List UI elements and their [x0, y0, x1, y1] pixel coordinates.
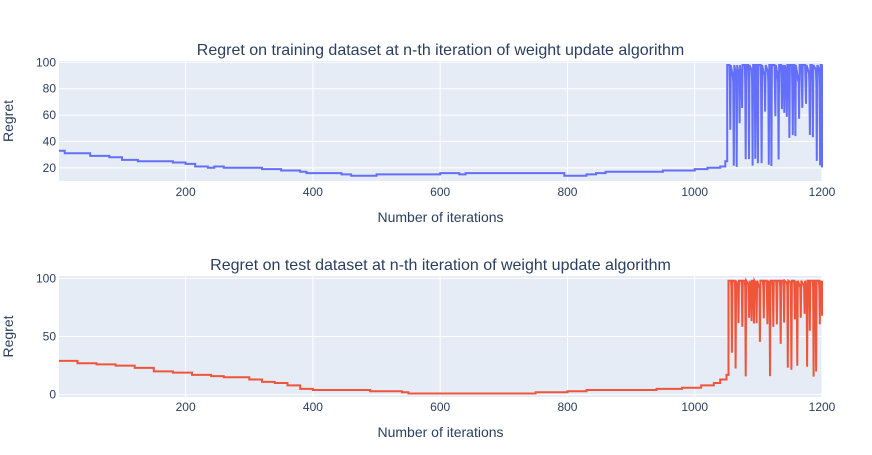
y-tick-label: 100 [36, 271, 56, 285]
y-tick-label: 60 [43, 108, 57, 122]
x-axis-title: Number of iterations [377, 209, 503, 225]
x-tick-labels: 200 400 600 800 1000 1200 [176, 185, 836, 199]
y-axis-title: Regret [0, 100, 16, 142]
y-tick-label: 80 [43, 82, 57, 96]
y-tick-label: 50 [43, 330, 57, 344]
x-tick-label: 1000 [681, 400, 708, 414]
y-tick-label: 0 [49, 388, 56, 402]
y-tick-label: 100 [36, 55, 56, 69]
x-tick-label: 200 [176, 185, 196, 199]
x-tick-label: 600 [430, 185, 450, 199]
test-regret-subplot: 200 400 600 800 1000 1200 0 50 100 Regret on te… [0, 257, 836, 440]
x-tick-label: 200 [176, 400, 196, 414]
y-tick-labels: 20 40 60 80 100 [36, 55, 56, 174]
training-regret-subplot: 200 400 600 800 1000 1200 20 40 60 80 100 Regret … [0, 42, 836, 225]
chart-title: Regret on training dataset at n-th itera… [197, 42, 684, 59]
gridlines [59, 276, 823, 397]
chart-title: Regret on test dataset at n-th iteration… [210, 257, 671, 274]
test-regret-line [59, 276, 823, 395]
gridlines [59, 61, 823, 181]
x-tick-label: 1200 [809, 185, 836, 199]
y-tick-label: 40 [43, 134, 57, 148]
y-tick-labels: 0 50 100 [36, 271, 56, 401]
x-tick-label: 400 [303, 185, 323, 199]
x-tick-label: 400 [303, 400, 323, 414]
x-tick-label: 800 [557, 400, 577, 414]
x-tick-label: 1200 [809, 400, 836, 414]
x-tick-labels: 200 400 600 800 1000 1200 [176, 400, 836, 414]
y-tick-label: 20 [43, 161, 57, 175]
x-tick-label: 1000 [681, 185, 708, 199]
training-regret-line [59, 64, 823, 177]
x-tick-label: 600 [430, 400, 450, 414]
x-tick-label: 800 [557, 185, 577, 199]
x-axis-title: Number of iterations [377, 424, 503, 440]
y-axis-title: Regret [0, 315, 16, 357]
